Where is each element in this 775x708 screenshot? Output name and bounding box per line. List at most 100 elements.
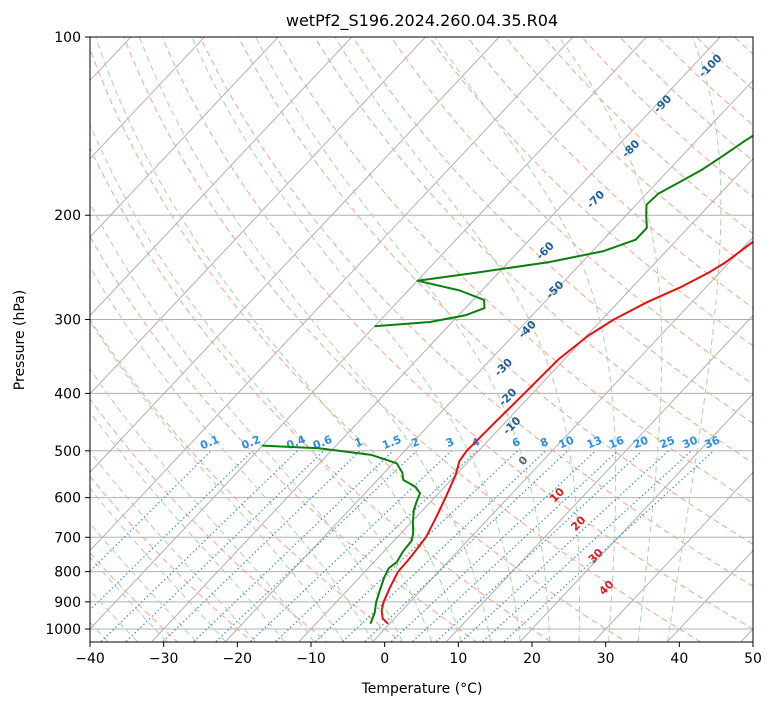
- isotherm-line: [90, 37, 648, 630]
- dry-adiabat-line: [90, 552, 179, 642]
- mixing-ratio-line: [390, 450, 597, 642]
- x-tick-label: −40: [75, 651, 105, 667]
- y-tick-label: 600: [54, 491, 81, 507]
- mixing-ratio-label: 2: [409, 435, 421, 450]
- y-tick-label: 800: [54, 565, 81, 581]
- isotherm-line: [90, 37, 353, 317]
- isotherm-line: [371, 236, 753, 642]
- x-tick-label: 30: [597, 651, 615, 667]
- moist-adiabat-line: [90, 450, 256, 642]
- moist-adiabat-line: [90, 487, 226, 642]
- moist-adiabat-line: [90, 266, 374, 642]
- moist-adiabat-line: [558, 37, 663, 642]
- moist-adiabat-lines: [90, 37, 722, 642]
- moist-adiabat-line: [434, 37, 617, 642]
- moist-adiabat-line: [95, 37, 462, 642]
- moist-adiabat-line: [90, 123, 433, 642]
- y-axis-title: Pressure (hPa): [12, 290, 28, 390]
- dry-adiabat-line: [237, 37, 753, 545]
- moist-adiabat-line: [90, 556, 167, 642]
- y-tick-label: 300: [54, 312, 81, 328]
- mixing-ratio-line: [162, 450, 361, 642]
- chart-title: wetPf2_S196.2024.260.04.35.R04: [286, 11, 558, 31]
- mixing-ratio-line: [460, 450, 669, 642]
- plot-frame: [89, 36, 754, 643]
- isotherm-line: [592, 471, 753, 642]
- x-axis-ticks: −40 −30 −20 −10 0 10 20 30 40 50: [75, 642, 762, 667]
- moist-adiabat-line: [191, 37, 521, 642]
- y-tick-label: 500: [54, 444, 81, 460]
- mixing-ratio-line: [412, 450, 619, 642]
- isotherm-line: [150, 37, 721, 642]
- dry-adiabat-line: [90, 146, 553, 642]
- mixing-ratio-line: [100, 450, 298, 642]
- dry-adiabat-line: [90, 318, 403, 642]
- moist-adiabat-line: [90, 202, 403, 642]
- moist-adiabat-line: [90, 522, 197, 642]
- dewpoint-upper-line: [374, 134, 753, 328]
- mixing-ratio-line: [125, 450, 325, 642]
- y-tick-label: 700: [54, 530, 81, 546]
- y-tick-label: 100: [54, 30, 81, 46]
- mixing-ratio-line: [90, 450, 212, 573]
- x-tick-label: −10: [296, 651, 326, 667]
- dry-adiabat-lines: [90, 37, 753, 642]
- dry-adiabat-line: [428, 37, 753, 347]
- moist-adiabat-line: [90, 368, 315, 642]
- y-tick-label: 1000: [45, 622, 81, 638]
- isotherm-line: [298, 158, 753, 642]
- mixing-ratio-label: 1: [353, 435, 365, 450]
- mixing-ratio-label: 20: [631, 434, 650, 452]
- mixing-ratio-label: 36: [703, 434, 722, 452]
- mixing-ratio-label: 8: [538, 435, 550, 450]
- mixing-ratio-line: [482, 450, 692, 642]
- moist-adiabat-line: [255, 37, 551, 642]
- dry-adiabat-line: [90, 475, 253, 642]
- dry-adiabat-line: [90, 235, 478, 642]
- mixing-ratio-label: 10: [557, 434, 576, 452]
- dry-adiabat-line: [466, 37, 753, 309]
- dry-adiabat-line: [199, 37, 753, 587]
- isotherm-line: [90, 37, 500, 473]
- moist-adiabat-line: [667, 37, 722, 642]
- sounding-series: [262, 134, 753, 625]
- mixing-ratio-line: [342, 450, 546, 642]
- x-tick-label: 10: [449, 651, 467, 667]
- moist-adiabat-line: [334, 37, 580, 642]
- dewpoint-line: [262, 444, 422, 625]
- dry-adiabat-line: [390, 37, 753, 385]
- isotherm-line: [90, 37, 427, 395]
- mixing-ratio-label: 30: [681, 434, 700, 452]
- y-axis-ticks: 100 200 300 400 500 600 700 800 900 1000: [45, 30, 90, 638]
- isotherm-line: [519, 393, 753, 642]
- dry-adiabat-line: [90, 47, 627, 642]
- isotherm-line: [90, 37, 279, 238]
- x-tick-label: −20: [223, 651, 253, 667]
- x-tick-label: 0: [380, 651, 389, 667]
- x-axis-title: Temperature (°C): [361, 681, 483, 697]
- mixing-ratio-label: 16: [607, 434, 626, 452]
- isotherm-line: [90, 37, 206, 160]
- isotherm-line: [90, 37, 574, 552]
- y-tick-label: 200: [54, 208, 81, 224]
- x-tick-label: 40: [670, 651, 688, 667]
- mixing-ratio-line: [435, 450, 643, 642]
- temperature-line: [380, 240, 753, 625]
- y-tick-label: 400: [54, 386, 81, 402]
- y-tick-label: 900: [54, 595, 81, 611]
- mixing-ratio-label: 3: [444, 435, 456, 450]
- mixing-ratio-line: [503, 450, 714, 642]
- dry-adiabat-line: [90, 398, 328, 642]
- x-tick-label: −30: [149, 651, 179, 667]
- dry-adiabat-line: [123, 37, 702, 642]
- moist-adiabat-line: [138, 37, 492, 642]
- isotherm-line: [224, 79, 753, 642]
- mixing-ratio-label: 13: [585, 434, 604, 452]
- dry-adiabat-line: [276, 37, 753, 504]
- pressure-gridlines: [90, 37, 753, 630]
- x-tick-label: 50: [744, 651, 762, 667]
- x-tick-label: 20: [523, 651, 541, 667]
- mixing-ratio-label: 25: [658, 434, 677, 452]
